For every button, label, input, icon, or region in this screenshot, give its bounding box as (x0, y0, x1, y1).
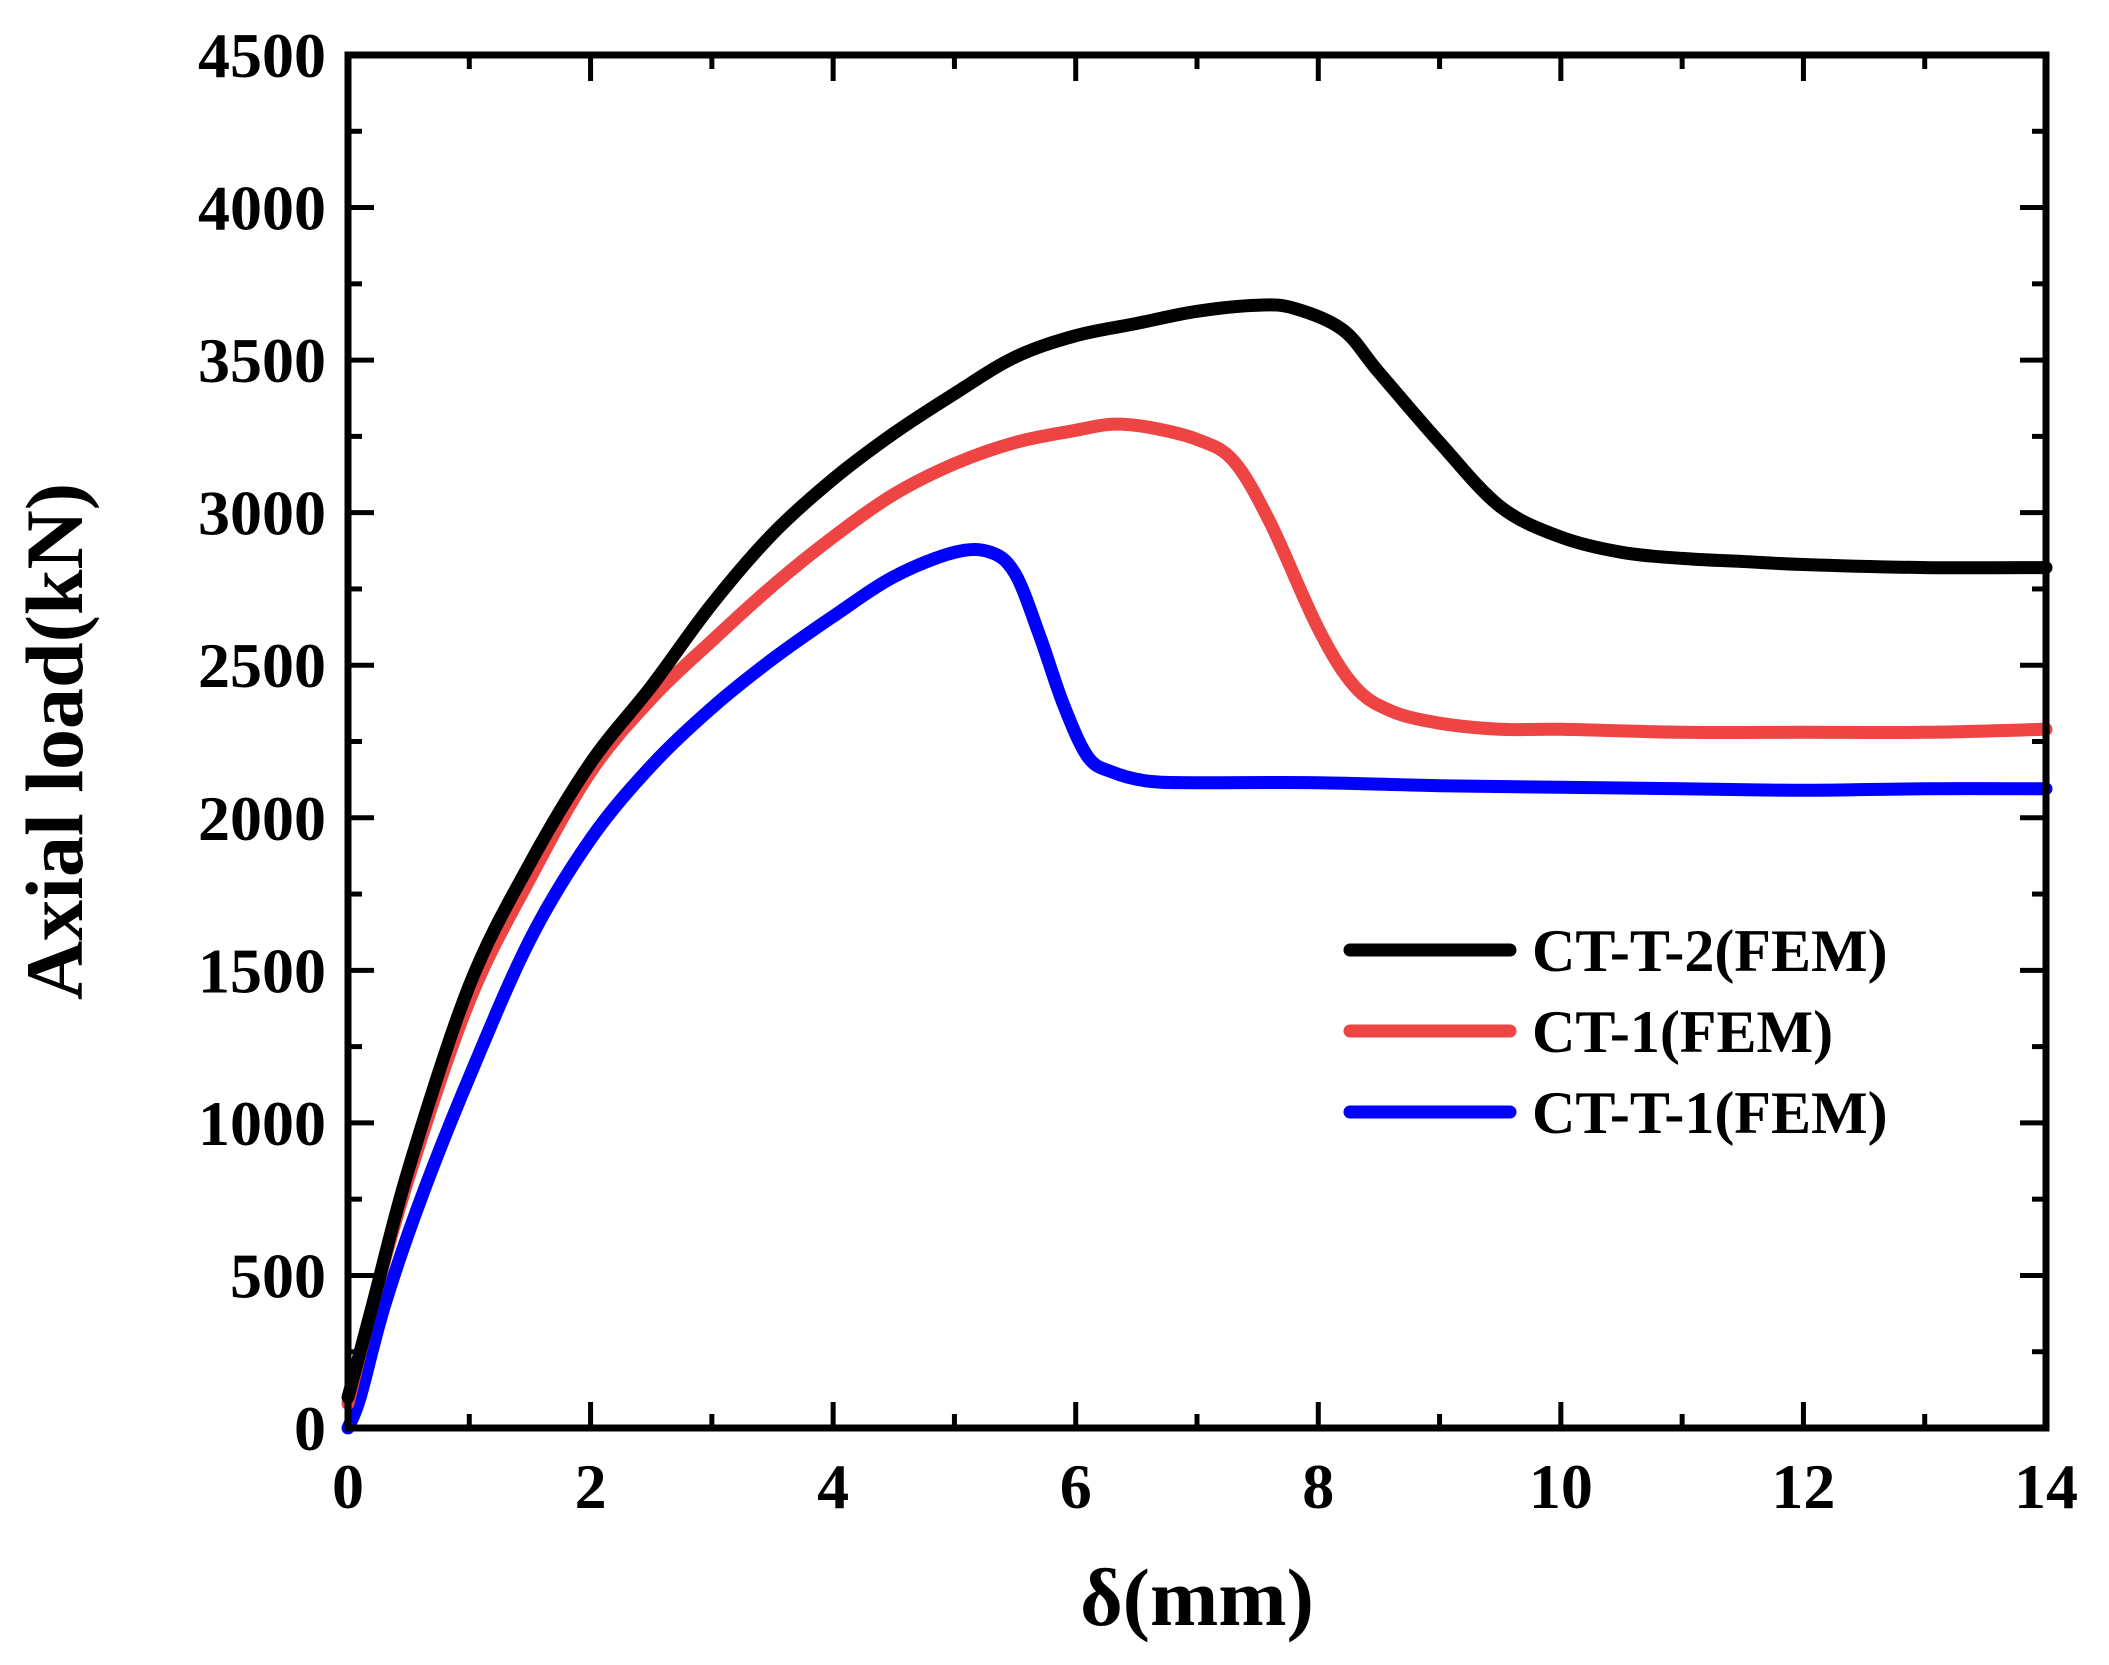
x-tick-label: 6 (1060, 1451, 1092, 1522)
x-tick-label: 4 (817, 1451, 849, 1522)
x-tick-label: 2 (575, 1451, 607, 1522)
x-tick-label: 0 (332, 1451, 364, 1522)
y-tick-label: 500 (230, 1240, 326, 1311)
legend: CT-T-2(FEM) CT-1(FEM) CT-T-1(FEM) (1343, 918, 1888, 1146)
y-tick-label: 1000 (198, 1088, 326, 1159)
series-line-1 (341, 298, 2053, 1404)
y-tick-label: 3500 (198, 325, 326, 396)
tick-layer: 0 2 4 6 8 10 12 14 0 500 1000 1500 2000 2500 3000 3500 4… (198, 20, 2078, 1522)
x-tick-label: 8 (1302, 1451, 1334, 1522)
legend-label-1: CT-T-2(FEM) (1532, 918, 1888, 984)
series-line-3 (341, 542, 2053, 1435)
legend-label-3: CT-T-1(FEM) (1532, 1080, 1888, 1146)
x-tick-label: 12 (1771, 1451, 1835, 1522)
y-tick-label: 0 (294, 1393, 326, 1464)
x-tick-label: 14 (2014, 1451, 2078, 1522)
legend-label-2: CT-1(FEM) (1532, 999, 1833, 1065)
x-tick-label: 10 (1529, 1451, 1593, 1522)
series-layer (341, 298, 2053, 1435)
y-tick-label: 3000 (198, 478, 326, 549)
y-tick-label: 4500 (198, 20, 326, 91)
y-tick-label: 2500 (198, 630, 326, 701)
y-tick-label: 1500 (198, 935, 326, 1006)
series-line-2 (341, 417, 2053, 1411)
x-axis-title: δ(mm) (1080, 1552, 1314, 1643)
y-axis-title: Axial load(kN) (9, 483, 100, 1000)
y-tick-label: 2000 (198, 783, 326, 854)
y-tick-label: 4000 (198, 173, 326, 244)
